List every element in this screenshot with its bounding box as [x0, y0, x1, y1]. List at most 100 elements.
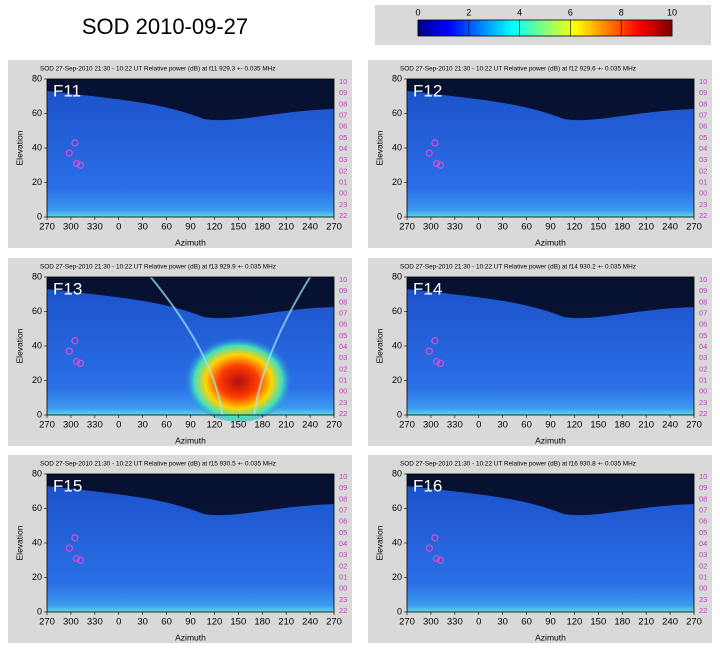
x-tick-label: 150 [590, 420, 606, 431]
x-tick-label: 300 [63, 420, 79, 431]
x-tick-label: 300 [423, 420, 439, 431]
x-tick-label: 0 [476, 222, 481, 233]
panel: SOD 27-Sep-2010 21:30 - 10:22 UT Relativ… [8, 258, 352, 446]
hour-label: 02 [339, 166, 347, 175]
y-tick-label: 80 [32, 271, 42, 281]
x-tick-label: 180 [614, 222, 630, 233]
x-tick-label: 210 [638, 222, 654, 233]
colorbar [417, 19, 673, 37]
x-tick-label: 210 [278, 420, 294, 431]
x-tick-label: 30 [137, 222, 148, 233]
x-tick-label: 120 [566, 617, 582, 628]
hour-label: 06 [699, 320, 707, 329]
hour-label: 02 [699, 364, 707, 373]
hour-label: 08 [339, 494, 347, 503]
point [436, 161, 445, 169]
point [71, 534, 79, 542]
x-tick-label: 270 [686, 222, 702, 233]
hour-label: 04 [699, 539, 707, 548]
y-axis-label: Elevation [14, 328, 24, 363]
y-tick-label: 80 [392, 271, 402, 281]
hour-label: 00 [699, 189, 707, 198]
hour-label: 01 [699, 177, 707, 186]
x-tick-label: 150 [230, 617, 246, 628]
interference-arcs [149, 276, 311, 416]
y-tick-label: 40 [32, 142, 42, 152]
hour-label: 10 [339, 472, 347, 481]
hour-label: 00 [339, 584, 347, 593]
x-tick-label: 30 [497, 222, 508, 233]
x-tick-label: 270 [326, 617, 342, 628]
panel: SOD 27-Sep-2010 21:30 - 10:22 UT Relativ… [368, 60, 712, 248]
hour-label: 03 [339, 550, 347, 559]
y-tick-label: 80 [392, 468, 402, 478]
hour-label: 07 [339, 308, 347, 317]
point [72, 357, 81, 366]
x-axis-label: Azimuth [175, 237, 206, 247]
y-tick-label: 0 [397, 409, 402, 419]
y-tick-label: 0 [37, 606, 42, 616]
y-tick-label: 40 [392, 340, 402, 350]
y-axis-label: Elevation [374, 130, 384, 165]
noise-region [407, 277, 694, 319]
point [65, 149, 73, 157]
panel-title: SOD 27-Sep-2010 21:30 - 10:22 UT Relativ… [400, 264, 636, 271]
colorbar-tick-label: 4 [517, 7, 522, 17]
x-tick-label: 0 [476, 617, 481, 628]
x-axis-label: Azimuth [175, 435, 206, 445]
hour-label: 08 [699, 297, 707, 306]
interference-blob [183, 332, 294, 423]
point [65, 347, 73, 355]
x-tick-label: 330 [87, 617, 103, 628]
noise-region [407, 79, 694, 121]
noise-region [47, 277, 334, 319]
hour-label: 04 [699, 342, 707, 351]
x-tick-label: 240 [302, 420, 318, 431]
hour-label: 00 [699, 387, 707, 396]
hour-label: 09 [699, 286, 707, 295]
x-tick-label: 330 [87, 222, 103, 233]
y-tick-label: 40 [32, 340, 42, 350]
x-tick-label: 180 [254, 222, 270, 233]
x-tick-label: 0 [116, 617, 121, 628]
point [76, 359, 85, 367]
x-axis-label: Azimuth [175, 632, 206, 642]
hour-label: 09 [699, 483, 707, 492]
point [432, 357, 441, 366]
y-tick-label: 40 [392, 142, 402, 152]
x-tick-label: 60 [161, 420, 172, 431]
x-tick-label: 120 [206, 617, 222, 628]
point [71, 337, 79, 345]
y-tick-label: 80 [32, 73, 42, 83]
hour-label: 23 [339, 595, 347, 604]
point [72, 554, 81, 563]
hour-label: 23 [699, 200, 707, 209]
panel-label: F12 [413, 81, 442, 100]
hour-label: 07 [339, 110, 347, 119]
y-tick-label: 0 [397, 211, 402, 221]
x-tick-label: 240 [302, 222, 318, 233]
point [432, 159, 441, 168]
x-tick-label: 210 [638, 617, 654, 628]
x-tick-label: 270 [399, 222, 415, 233]
colorbar-tick-label: 8 [619, 7, 624, 17]
hour-label: 05 [339, 133, 347, 142]
x-tick-label: 150 [230, 420, 246, 431]
hour-label: 03 [699, 353, 707, 362]
y-axis-label: Elevation [374, 328, 384, 363]
x-tick-label: 60 [521, 420, 532, 431]
y-tick-label: 40 [32, 537, 42, 547]
x-tick-label: 300 [63, 222, 79, 233]
y-tick-label: 20 [32, 572, 42, 582]
x-tick-label: 0 [476, 420, 481, 431]
page-title: SOD 2010-09-27 [82, 14, 248, 39]
x-tick-label: 270 [39, 420, 55, 431]
y-axis-label: Elevation [14, 525, 24, 560]
hour-label: 01 [339, 177, 347, 186]
x-tick-label: 120 [566, 420, 582, 431]
hour-label: 08 [339, 297, 347, 306]
hour-label: 04 [339, 144, 347, 153]
x-axis-label: Azimuth [535, 435, 566, 445]
x-axis-label: Azimuth [535, 237, 566, 247]
panel: SOD 27-Sep-2010 21:30 - 10:22 UT Relativ… [368, 258, 712, 446]
